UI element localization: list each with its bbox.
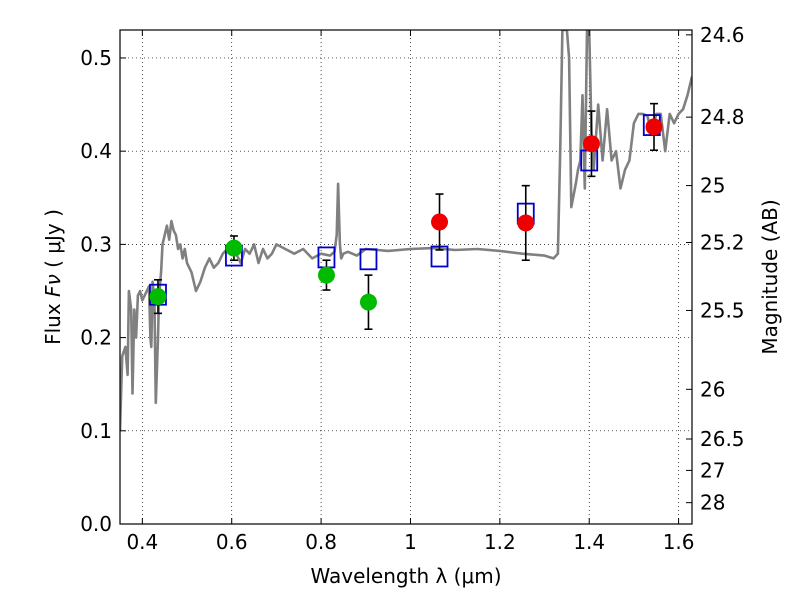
magnitude-tick-label: 26.5 (700, 427, 745, 451)
green-data-point (149, 288, 167, 306)
magnitude-tick-label: 25.2 (700, 231, 745, 255)
y-tick-label: 0.3 (80, 232, 112, 256)
magnitude-tick-label: 25 (700, 174, 725, 198)
green-data-point (359, 293, 377, 311)
red-data-point (517, 214, 535, 232)
y-tick-label: 0.5 (80, 46, 112, 70)
x-tick-label: 0.6 (216, 530, 248, 554)
y-tick-label: 0.2 (80, 326, 112, 350)
red-data-point (582, 135, 600, 153)
x-tick-label: 1.6 (663, 530, 695, 554)
magnitude-tick-label: 26 (700, 377, 725, 401)
x-tick-label: 1.2 (484, 530, 516, 554)
x-tick-label: 1 (404, 530, 417, 554)
green-data-point (225, 239, 243, 257)
red-data-point (431, 213, 449, 231)
x-tick-label: 1.4 (573, 530, 605, 554)
red-data-point (645, 118, 663, 136)
green-data-point (317, 266, 335, 284)
data-point-layer (149, 102, 663, 330)
y-axis-label: Flux Fν ( μJy ) (41, 209, 65, 345)
model-box (359, 248, 378, 271)
magnitude-axis-label: Magnitude (AB) (758, 199, 782, 354)
x-axis-label: Wavelength λ (μm) (310, 564, 501, 588)
model-spectrum-line (120, 30, 692, 431)
y-tick-label: 0.1 (80, 419, 112, 443)
x-tick-label: 0.8 (305, 530, 337, 554)
magnitude-tick-label: 27 (700, 458, 725, 482)
y-tick-label: 0.4 (80, 139, 112, 163)
y-tick-label: 0.0 (80, 512, 112, 536)
model-spectrum-layer (120, 30, 692, 431)
magnitude-tick-label: 25.5 (700, 298, 745, 322)
magnitude-tick-label: 24.6 (700, 23, 745, 47)
axis-ticks: 0.4 0.6 0.8 1 1.2 1.4 1.6 0.0 0.1 0.2 0.3 0.4 0.5 24.… (80, 23, 744, 554)
magnitude-tick-label: 24.8 (700, 105, 745, 129)
x-tick-label: 0.4 (126, 530, 158, 554)
plot-area (120, 30, 692, 524)
magnitude-tick-label: 28 (700, 491, 725, 515)
plot-frame (119, 29, 693, 525)
